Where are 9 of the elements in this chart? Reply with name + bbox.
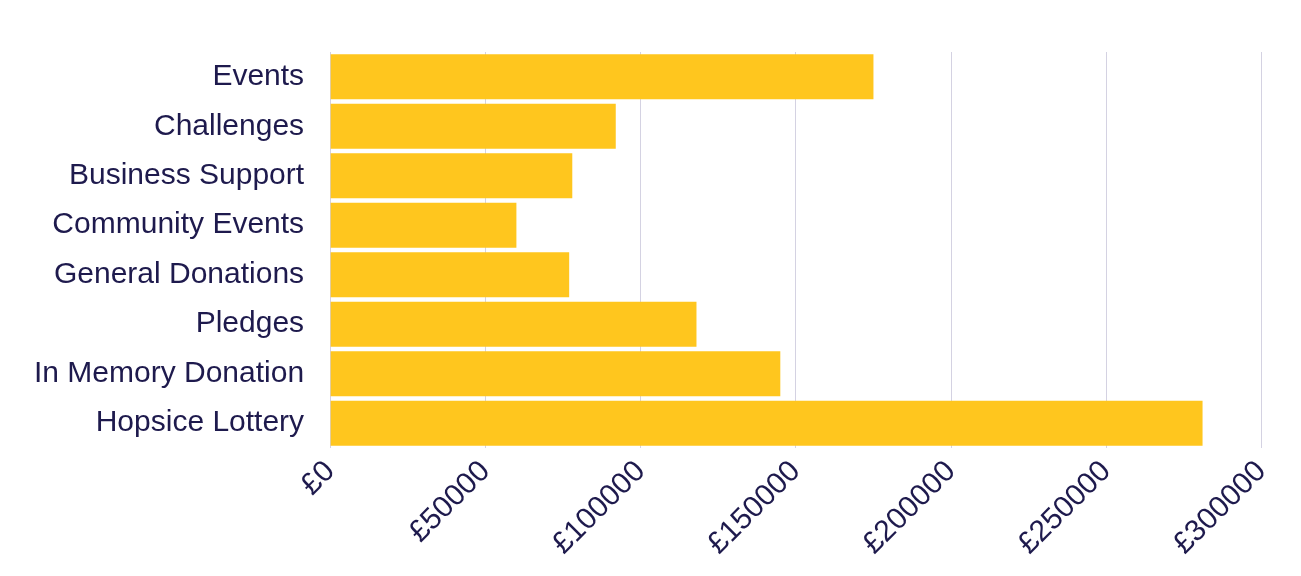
y-tick-label: Business Support: [68, 157, 305, 190]
y-tick-label: Hopsice Lottery: [95, 404, 305, 438]
y-tick-label: Community Events: [52, 206, 305, 240]
x-tick-label: £0: [293, 453, 341, 501]
y-tick-label: Events: [212, 58, 305, 92]
y-tick-label: Pledges: [195, 305, 305, 339]
y-tick-label: General Donations: [53, 255, 305, 289]
y-tick-label: In Memory Donation: [33, 354, 305, 388]
y-tick-label: Challenges: [154, 107, 305, 141]
